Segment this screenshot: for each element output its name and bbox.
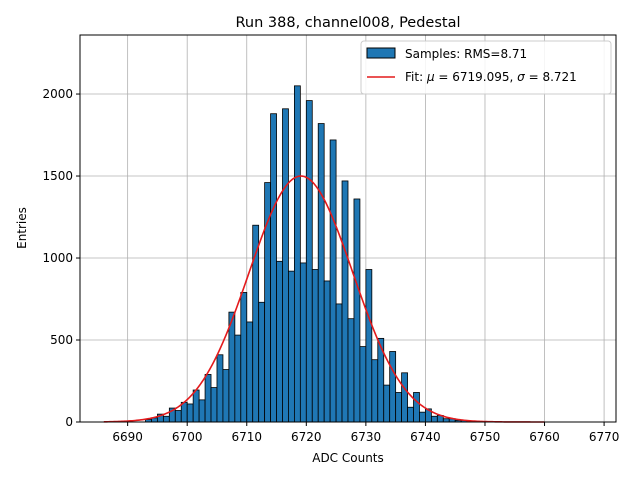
legend-box bbox=[360, 40, 612, 95]
histogram-bar bbox=[389, 351, 397, 423]
legend-fit-mu-symbol: μ bbox=[426, 70, 435, 84]
histogram-bar bbox=[276, 260, 283, 423]
legend-fit-sigma-value: = 8.721 bbox=[525, 70, 577, 84]
x-axis-label: ADC Counts bbox=[312, 451, 384, 465]
histogram-bar bbox=[198, 399, 206, 423]
histogram-bar bbox=[180, 401, 188, 423]
x-tick-label: 6730 bbox=[351, 430, 382, 444]
y-tick-label: 0 bbox=[65, 415, 73, 429]
histogram-bar bbox=[395, 392, 403, 423]
x-tick-label: 6710 bbox=[231, 430, 262, 444]
histogram-bar bbox=[222, 369, 230, 423]
histogram-bar bbox=[305, 100, 313, 423]
histogram-bar bbox=[365, 269, 373, 423]
histogram-bar bbox=[162, 415, 170, 423]
histogram-bar bbox=[192, 389, 200, 423]
y-tick-label: 1500 bbox=[42, 169, 73, 183]
legend-fit-sigma-symbol: σ bbox=[517, 70, 525, 84]
y-tick-label: 1000 bbox=[42, 251, 73, 265]
histogram-bar bbox=[258, 301, 266, 423]
plot-frame bbox=[79, 34, 617, 423]
histogram-bar bbox=[347, 318, 355, 423]
histogram-bar bbox=[383, 384, 391, 423]
histogram-bar bbox=[359, 346, 367, 423]
histogram-bar bbox=[323, 280, 331, 423]
histogram-bar bbox=[234, 334, 242, 423]
x-tick-label: 6740 bbox=[410, 430, 441, 444]
x-tick-label: 6770 bbox=[589, 430, 620, 444]
histogram-bar bbox=[430, 415, 438, 423]
histogram-bar bbox=[288, 270, 295, 423]
x-tick-label: 6700 bbox=[172, 430, 203, 444]
y-tick-label: 500 bbox=[50, 333, 73, 347]
histogram-bar bbox=[246, 321, 254, 423]
histogram-bar bbox=[419, 411, 426, 423]
histogram-bar bbox=[293, 85, 301, 423]
legend-swatch-samples bbox=[366, 47, 396, 59]
histogram-bar bbox=[174, 410, 182, 423]
y-axis-ticks: 0 500 1000 1500 2000 bbox=[42, 87, 80, 429]
fit-curve bbox=[103, 175, 545, 423]
histogram-bar bbox=[299, 262, 307, 423]
legend: Samples: RMS=8.71 Fit: μ = 6719.095, σ =… bbox=[360, 40, 612, 95]
y-axis-label: Entries bbox=[15, 207, 29, 249]
histogram-bar bbox=[371, 359, 379, 423]
histogram-bar bbox=[341, 180, 349, 423]
histogram-bar bbox=[401, 372, 408, 423]
histogram-bar bbox=[240, 292, 248, 423]
histogram-bar bbox=[413, 392, 420, 423]
histogram-bar bbox=[329, 139, 337, 423]
histogram-bar bbox=[228, 311, 236, 423]
histogram-bar bbox=[210, 387, 218, 423]
histogram-bar bbox=[216, 354, 224, 423]
histogram-bar bbox=[335, 303, 343, 423]
chart-title: Run 388, channel008, Pedestal bbox=[235, 15, 460, 31]
histogram-bar bbox=[282, 108, 289, 423]
histogram-bar bbox=[204, 374, 212, 423]
x-axis-ticks: 6690 6700 6710 6720 6730 6740 6750 6760 6770 bbox=[112, 422, 619, 444]
histogram-bar bbox=[317, 123, 325, 423]
y-tick-label: 2000 bbox=[42, 87, 73, 101]
legend-fit-prefix: Fit: bbox=[405, 70, 427, 84]
legend-fit-mu-value: = 6719.095, bbox=[435, 70, 518, 84]
histogram-bar bbox=[270, 113, 277, 423]
x-tick-label: 6750 bbox=[470, 430, 501, 444]
histogram-bar bbox=[311, 269, 319, 423]
histogram-bar bbox=[186, 403, 194, 423]
fit-curve-layer bbox=[103, 175, 545, 423]
legend-label-fit: Fit: μ = 6719.095, σ = 8.721 bbox=[405, 70, 577, 84]
histogram-bar bbox=[353, 198, 361, 423]
legend-label-samples: Samples: RMS=8.71 bbox=[405, 47, 527, 61]
x-tick-label: 6690 bbox=[112, 430, 143, 444]
histogram-bar bbox=[407, 406, 414, 423]
x-tick-label: 6760 bbox=[529, 430, 560, 444]
x-tick-label: 6720 bbox=[291, 430, 322, 444]
